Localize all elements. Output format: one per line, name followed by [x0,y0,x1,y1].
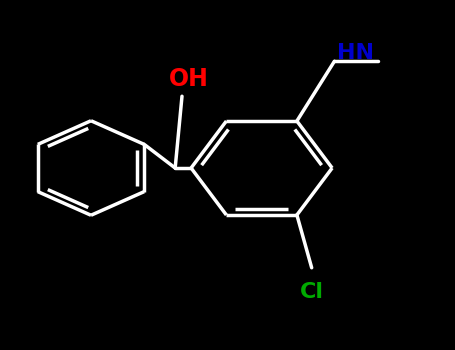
Text: OH: OH [169,67,209,91]
Text: HN: HN [337,43,374,63]
Text: Cl: Cl [300,282,324,302]
